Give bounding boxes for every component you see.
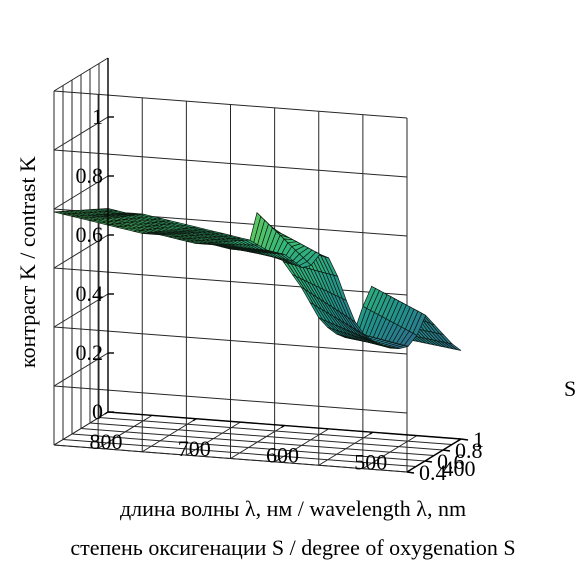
side-wall-gridline (53, 293, 109, 328)
x-tick-mark (192, 418, 197, 422)
side-wall-gridline (53, 57, 109, 92)
floor-gridline (98, 417, 453, 445)
s-axis-label: S (564, 376, 576, 401)
s-axis-line (406, 438, 462, 473)
back-wall-gridline (53, 444, 408, 473)
z-tick-label: 0.8 (76, 163, 104, 188)
s-axis-caption: степень оксигенации S / degree of oxygen… (70, 535, 516, 560)
s-tick-label: 1 (473, 427, 484, 452)
x-tick-label: 500 (354, 449, 387, 474)
x-tick-mark (457, 438, 462, 442)
z-tick-label: 1 (92, 104, 103, 129)
y-axis-label: контраст K / contrast K (15, 156, 40, 368)
side-wall-gridline (53, 352, 109, 387)
x-axis-label: длина волны λ, нм / wavelength λ, nm (119, 496, 467, 521)
x-tick-label: 800 (90, 429, 123, 454)
s-tick-mark (406, 471, 415, 474)
floor-gridline (62, 439, 417, 467)
floor-gridline (80, 428, 435, 456)
back-wall-gridline (53, 385, 408, 414)
x-tick-mark (280, 424, 285, 429)
x-tick-label: 600 (266, 443, 299, 468)
surface-plot: 800 700 600 500 4000.40.60.8100.20.40.60.81 … (15, 57, 576, 485)
s-tick-label: 0.8 (455, 438, 483, 463)
floor-gridline (89, 422, 444, 451)
s-tick-label: 0.4 (419, 460, 447, 485)
surface-mesh (53, 208, 462, 351)
z-tick-label: 0.6 (76, 222, 104, 247)
side-wall-gridline (53, 234, 109, 269)
floor-gridline (71, 433, 426, 462)
back-wall-gridline (53, 149, 408, 178)
side-wall-gridline (53, 175, 109, 210)
surface-cell (104, 208, 117, 212)
back-wall-gridline (53, 90, 408, 119)
z-tick-label: 0.4 (76, 281, 104, 306)
back-wall-gridline (53, 267, 408, 296)
side-wall-gridline (53, 116, 109, 151)
s-tick-mark (442, 449, 451, 452)
back-wall-gridline (53, 326, 408, 355)
side-wall-gridline (53, 411, 109, 446)
z-tick-label: 0.2 (76, 340, 104, 365)
z-tick-label: 0 (92, 399, 103, 424)
s-tick-mark (424, 460, 433, 463)
axis-walls (53, 57, 462, 473)
x-tick-label: 700 (178, 436, 211, 461)
axis-frame (104, 58, 469, 474)
x-tick-mark (104, 411, 109, 415)
x-tick-label: 400 (443, 456, 476, 481)
s-tick-mark (460, 438, 469, 441)
s-tick-label: 0.6 (437, 449, 465, 474)
x-tick-mark (369, 431, 374, 435)
